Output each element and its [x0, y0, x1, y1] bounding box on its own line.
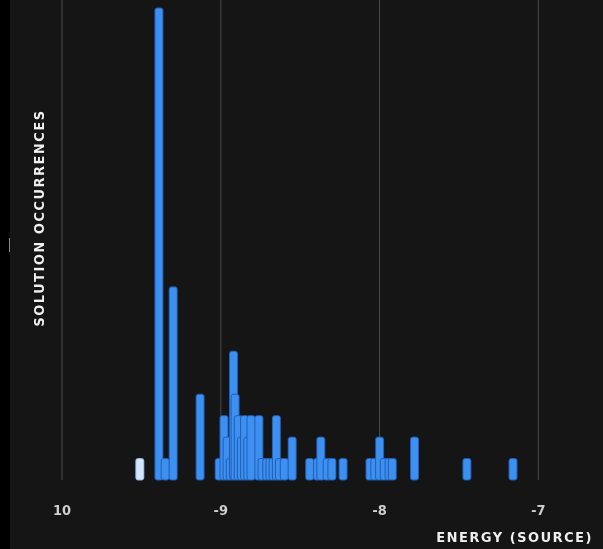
- bar[interactable]: [508, 458, 518, 481]
- x-tick-label: -8: [372, 504, 386, 519]
- bar[interactable]: [246, 415, 256, 481]
- bar[interactable]: [279, 458, 289, 481]
- bar[interactable]: [168, 286, 178, 481]
- x-tick-label: 10: [53, 504, 71, 519]
- bar[interactable]: [305, 458, 315, 481]
- x-tick-label: -9: [214, 504, 228, 519]
- bar[interactable]: [387, 458, 397, 481]
- x-axis-title: ENERGY (SOURCE): [436, 531, 593, 546]
- bar[interactable]: [287, 436, 297, 481]
- chart-frame: 10 -9 -8 -7 ENERGY (SOURCE) SOLUTION OCCURR…: [10, 0, 603, 549]
- x-tick-label: -7: [531, 504, 545, 519]
- bar[interactable]: [462, 458, 472, 481]
- bar[interactable]: [154, 7, 164, 481]
- bar[interactable]: [327, 458, 337, 481]
- bars: [135, 7, 518, 481]
- y-axis-title: SOLUTION OCCURRENCES: [33, 109, 48, 326]
- bar[interactable]: [410, 436, 419, 481]
- grid-lines: [61, 0, 539, 480]
- scroll-handle-indicator: [9, 238, 10, 252]
- bar[interactable]: [338, 458, 348, 481]
- histogram-chart: 10 -9 -8 -7 ENERGY (SOURCE) SOLUTION OCCURR…: [33, 0, 593, 546]
- bar[interactable]: [195, 393, 205, 481]
- x-tick-labels: 10 -9 -8 -7: [53, 504, 546, 519]
- bar[interactable]: [160, 458, 170, 481]
- bar-selected[interactable]: [135, 458, 145, 481]
